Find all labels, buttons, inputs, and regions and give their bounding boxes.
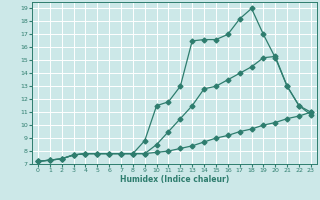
- X-axis label: Humidex (Indice chaleur): Humidex (Indice chaleur): [120, 175, 229, 184]
